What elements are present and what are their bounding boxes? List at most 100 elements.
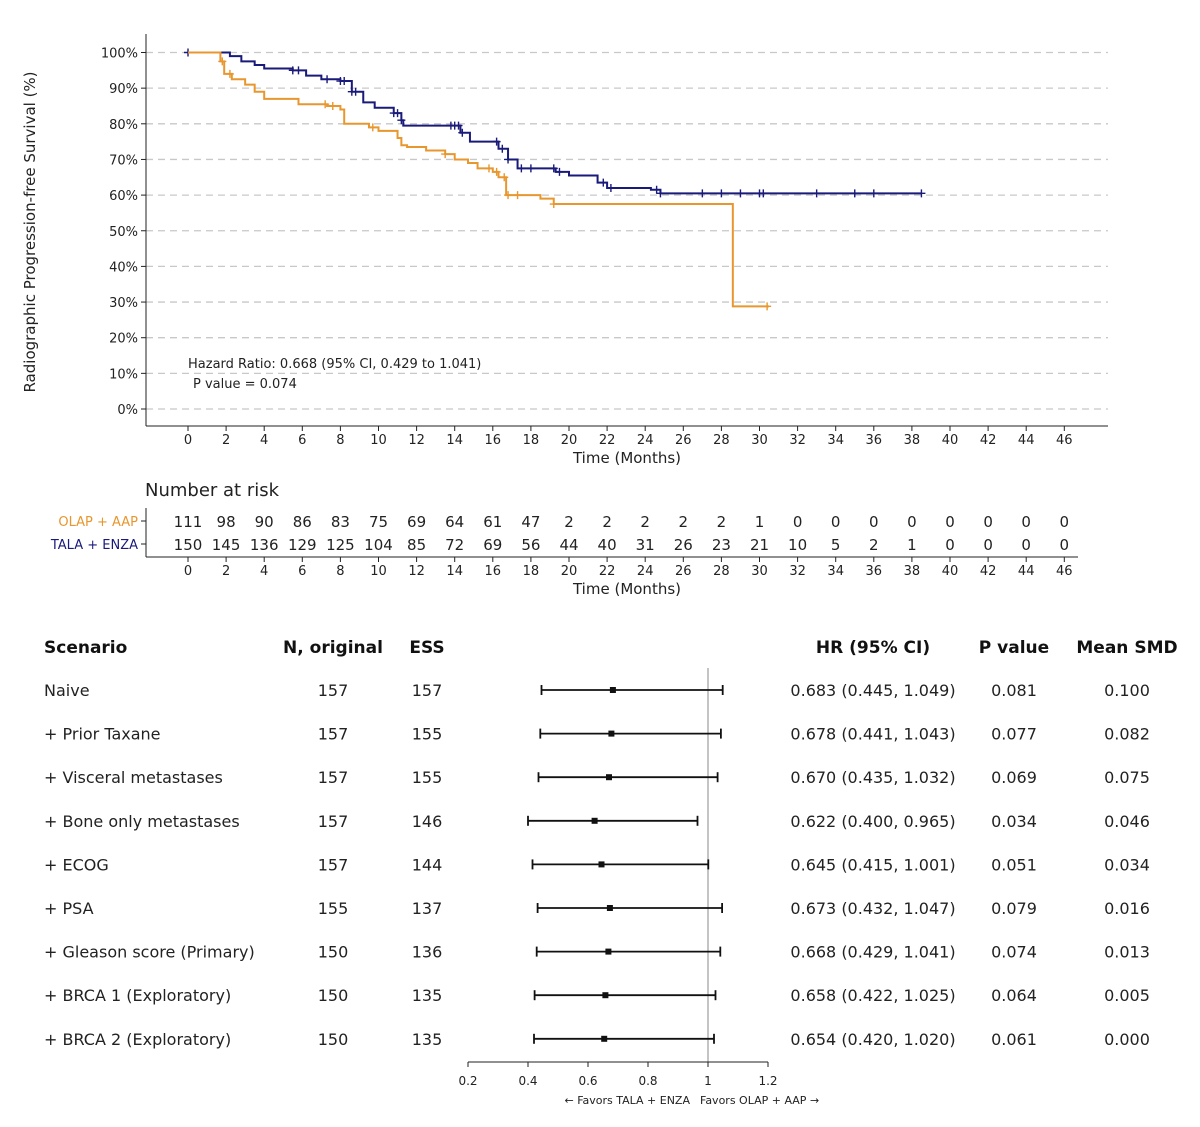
row-ess: 155 [412, 725, 443, 744]
censor-mark [492, 137, 501, 146]
risk-count: 83 [331, 513, 350, 531]
row-mean-smd: 0.100 [1104, 681, 1150, 700]
censor-mark [294, 66, 303, 75]
favors-olap-aap-label: Favors OLAP + AAP → [700, 1094, 819, 1107]
x-tick-label: 42 [980, 433, 997, 448]
risk-count: 129 [288, 536, 317, 554]
risk-x-tick-label: 40 [942, 564, 959, 579]
row-scenario: + Bone only metastases [44, 812, 240, 831]
row-hr-ci: 0.678 (0.441, 1.043) [790, 725, 955, 744]
risk-x-tick-label: 44 [1018, 564, 1035, 579]
row-p-value: 0.061 [991, 1030, 1037, 1049]
hr-point [601, 1035, 608, 1042]
risk-x-tick-label: 32 [789, 564, 806, 579]
y-tick-label: 90% [109, 82, 138, 97]
km-y-axis-label: Radiographic Progression-free Survival (… [21, 71, 39, 392]
row-n-original: 157 [318, 812, 349, 831]
row-ess: 144 [412, 855, 443, 874]
risk-row-label: OLAP + AAP [58, 515, 138, 530]
risk-x-tick-label: 36 [866, 564, 883, 579]
risk-count: 136 [250, 536, 279, 554]
km-plot: 0%10%20%30%40%50%60%70%80%90%100%0 2 4 6 8 10… [101, 34, 1108, 448]
risk-count: 85 [407, 536, 426, 554]
censor-mark [606, 183, 615, 192]
risk-x-tick-label: 2 [222, 564, 230, 579]
header-p-value: P value [979, 638, 1049, 658]
row-mean-smd: 0.082 [1104, 725, 1150, 744]
risk-count: 69 [407, 513, 426, 531]
row-scenario: + Prior Taxane [44, 725, 161, 744]
forest-x-tick-label: 1.2 [758, 1074, 777, 1088]
risk-x-tick-label: 26 [675, 564, 692, 579]
censor-mark [225, 69, 234, 78]
forest-x-tick-label: 0.4 [518, 1074, 537, 1088]
censor-mark [698, 189, 707, 198]
y-tick-label: 70% [109, 153, 138, 168]
forest-x-tick-label: 1 [704, 1074, 712, 1088]
censor-mark [850, 189, 859, 198]
risk-count: 150 [174, 536, 203, 554]
x-tick-label: 22 [599, 433, 616, 448]
censor-mark [717, 189, 726, 198]
risk-x-tick-label: 16 [485, 564, 502, 579]
y-tick-label: 40% [109, 260, 138, 275]
risk-x-tick-label: 12 [408, 564, 425, 579]
x-tick-label: 40 [942, 433, 959, 448]
risk-x-axis-label: Time (Months) [572, 580, 681, 598]
x-tick-label: 38 [904, 433, 921, 448]
row-scenario: + PSA [44, 899, 94, 918]
row-scenario: + BRCA 2 (Exploratory) [44, 1030, 231, 1049]
survival-curve-line [188, 51, 770, 308]
risk-count: 64 [445, 513, 464, 531]
risk-x-tick-label: 10 [370, 564, 387, 579]
censor-mark [869, 189, 878, 198]
x-tick-label: 30 [751, 433, 768, 448]
forest-x-tick-label: 0.6 [578, 1074, 597, 1088]
risk-count: 145 [212, 536, 241, 554]
row-hr-ci: 0.673 (0.432, 1.047) [790, 899, 955, 918]
y-tick-label: 30% [109, 296, 138, 311]
header-mean-smd: Mean SMD [1076, 638, 1177, 658]
row-n-original: 150 [318, 986, 349, 1005]
row-ess: 137 [412, 899, 443, 918]
risk-count: 2 [717, 513, 727, 531]
row-n-original: 157 [318, 768, 349, 787]
hr-point [608, 730, 615, 737]
risk-count: 72 [445, 536, 464, 554]
x-tick-label: 20 [561, 433, 578, 448]
header-scenario: Scenario [44, 638, 127, 658]
x-tick-label: 18 [523, 433, 540, 448]
y-tick-label: 20% [109, 332, 138, 347]
row-p-value: 0.079 [991, 899, 1037, 918]
risk-x-tick-label: 42 [980, 564, 997, 579]
row-mean-smd: 0.046 [1104, 812, 1150, 831]
risk-count: 0 [793, 513, 803, 531]
censor-mark [763, 302, 772, 311]
risk-count: 1 [755, 513, 765, 531]
risk-count: 0 [907, 513, 917, 531]
x-tick-label: 32 [789, 433, 806, 448]
row-mean-smd: 0.000 [1104, 1030, 1150, 1049]
risk-count: 21 [750, 536, 769, 554]
risk-count: 56 [521, 536, 540, 554]
row-ess: 135 [412, 986, 443, 1005]
censor-mark [526, 164, 535, 173]
risk-x-tick-label: 38 [904, 564, 921, 579]
row-hr-ci: 0.668 (0.429, 1.041) [790, 943, 955, 962]
hr-point [609, 687, 616, 693]
censor-mark [500, 173, 509, 182]
row-hr-ci: 0.658 (0.422, 1.025) [790, 986, 955, 1005]
row-hr-ci: 0.622 (0.400, 0.965) [790, 812, 955, 831]
x-tick-label: 26 [675, 433, 692, 448]
censor-mark [368, 123, 377, 132]
censor-mark [498, 144, 507, 153]
risk-count: 61 [483, 513, 502, 531]
risk-count: 104 [364, 536, 393, 554]
censor-mark [917, 189, 926, 198]
hazard-ratio-annotation: Hazard Ratio: 0.668 (95% CI, 0.429 to 1.… [188, 357, 481, 372]
row-n-original: 150 [318, 1030, 349, 1049]
censor-mark [504, 191, 513, 200]
row-n-original: 157 [318, 681, 349, 700]
risk-x-tick-label: 34 [827, 564, 844, 579]
p-value-annotation: P value = 0.074 [193, 377, 297, 392]
